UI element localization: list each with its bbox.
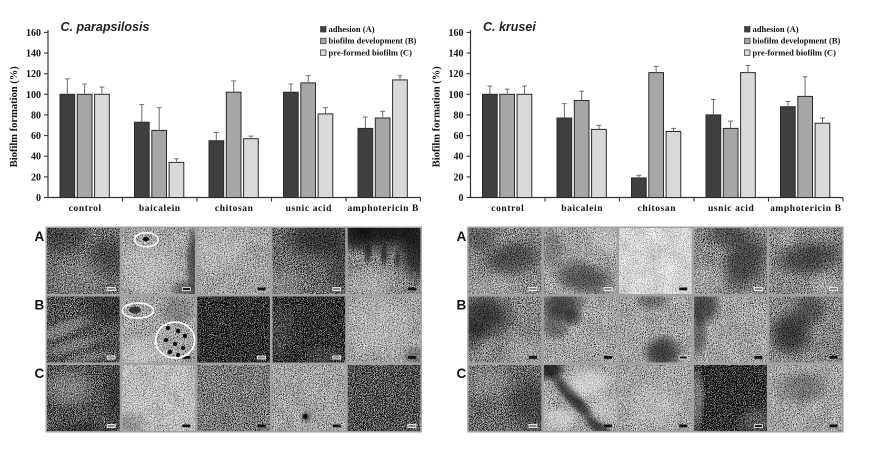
- svg-text:40: 40: [454, 152, 464, 163]
- svg-text:40: 40: [31, 152, 41, 163]
- svg-text:chitosan: chitosan: [215, 204, 254, 214]
- svg-text:140: 140: [449, 49, 464, 60]
- svg-text:60: 60: [31, 131, 41, 142]
- svg-text:biofilm development (B): biofilm development (B): [329, 36, 417, 46]
- svg-text:80: 80: [31, 110, 41, 121]
- svg-text:C: C: [35, 366, 45, 381]
- svg-text:A: A: [457, 229, 467, 244]
- svg-text:pre-formed biofilm (C): pre-formed biofilm (C): [329, 47, 413, 57]
- svg-text:20: 20: [454, 172, 464, 183]
- svg-text:Biofilm formation (%): Biofilm formation (%): [432, 66, 443, 167]
- svg-text:C: C: [457, 366, 467, 381]
- svg-text:A: A: [35, 229, 45, 244]
- svg-text:140: 140: [26, 49, 41, 60]
- svg-text:100: 100: [449, 90, 464, 101]
- svg-text:Biofilm formation (%): Biofilm formation (%): [9, 66, 20, 167]
- svg-text:60: 60: [454, 131, 464, 142]
- svg-text:control: control: [69, 204, 102, 214]
- svg-text:baicalein: baicalein: [561, 204, 603, 214]
- svg-text:B: B: [35, 298, 45, 313]
- svg-text:adhesion (A): adhesion (A): [329, 24, 375, 34]
- svg-text:20: 20: [31, 172, 41, 183]
- svg-text:biofilm development (B): biofilm development (B): [753, 36, 841, 46]
- svg-text:B: B: [457, 298, 467, 313]
- svg-text:120: 120: [449, 69, 464, 80]
- svg-text:160: 160: [26, 28, 41, 39]
- svg-text:0: 0: [459, 193, 464, 204]
- svg-text:0: 0: [36, 193, 41, 204]
- svg-text:amphotericin B: amphotericin B: [770, 204, 842, 214]
- svg-text:adhesion (A): adhesion (A): [753, 24, 799, 34]
- svg-text:usnic acid: usnic acid: [286, 204, 333, 214]
- svg-text:control: control: [491, 204, 524, 214]
- svg-text:100: 100: [26, 90, 41, 101]
- svg-text:C. parapsilosis: C. parapsilosis: [61, 20, 150, 34]
- svg-text:amphotericin B: amphotericin B: [347, 204, 419, 214]
- svg-text:80: 80: [454, 110, 464, 121]
- svg-text:chitosan: chitosan: [638, 204, 677, 214]
- svg-text:pre-formed biofilm (C): pre-formed biofilm (C): [753, 47, 837, 57]
- svg-text:C. krusei: C. krusei: [483, 20, 536, 34]
- svg-text:usnic acid: usnic acid: [708, 204, 755, 214]
- svg-text:160: 160: [449, 28, 464, 39]
- svg-text:120: 120: [26, 69, 41, 80]
- svg-text:baicalein: baicalein: [139, 204, 181, 214]
